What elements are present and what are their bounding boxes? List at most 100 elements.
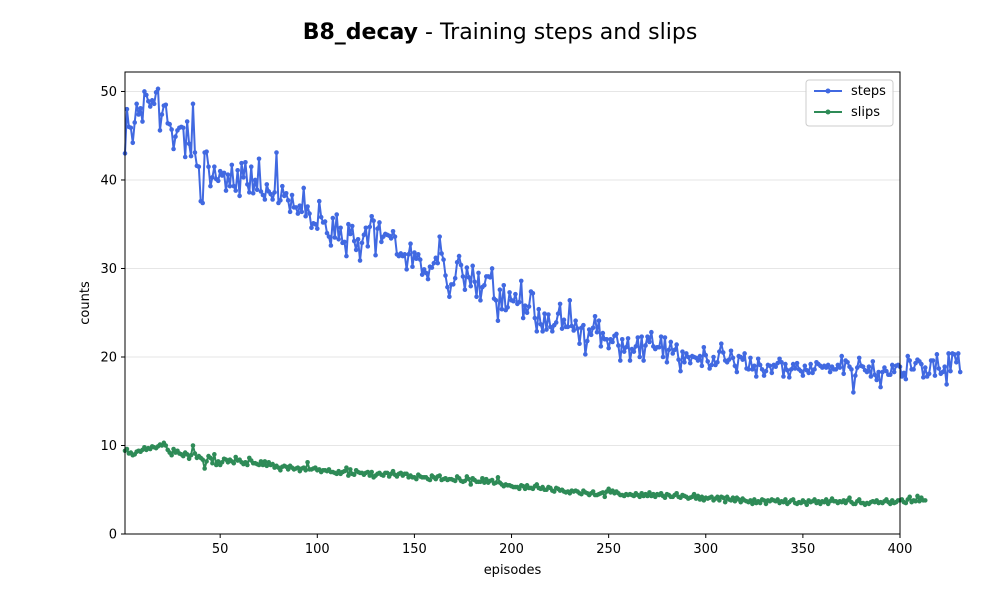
series-steps-point xyxy=(720,350,726,355)
series-steps-point xyxy=(682,360,687,365)
series-steps-point xyxy=(670,351,676,356)
y-tick-label: 40 xyxy=(100,173,117,188)
series-steps-point xyxy=(697,353,703,359)
series-steps-point xyxy=(619,336,625,342)
series-steps-point xyxy=(307,211,312,216)
series-steps-point xyxy=(668,339,674,345)
series-steps-point xyxy=(524,310,530,316)
legend-steps-label: steps xyxy=(851,84,886,99)
series-steps-point xyxy=(388,236,394,241)
series-steps-point xyxy=(594,329,600,335)
series-slips-point xyxy=(534,482,540,487)
series-slips-point xyxy=(903,500,909,506)
series-steps-point xyxy=(553,320,559,325)
series-steps-point xyxy=(565,324,571,330)
series-steps-point xyxy=(957,369,963,375)
series-slips-point xyxy=(285,467,291,472)
series-steps-point xyxy=(666,347,672,353)
series-steps-point xyxy=(254,187,260,193)
series-slips-point xyxy=(493,480,499,485)
series-slips-point xyxy=(305,460,310,465)
series-steps-point xyxy=(225,172,231,177)
series-slips-point xyxy=(695,493,701,499)
series-slips-point xyxy=(303,467,308,473)
series-steps-point xyxy=(239,160,244,166)
series-slips-point xyxy=(213,462,219,468)
series-steps-point xyxy=(901,370,907,376)
plot-frame xyxy=(124,71,901,535)
series-steps-point xyxy=(299,209,305,215)
series-slips-point xyxy=(208,455,213,461)
series-steps-point xyxy=(285,198,291,203)
series-steps-point xyxy=(406,252,411,257)
x-tick-label: 150 xyxy=(402,542,427,557)
series-steps-point xyxy=(351,238,357,244)
series-steps-point xyxy=(779,360,784,365)
series-steps-point xyxy=(243,159,248,165)
series-steps-point xyxy=(752,363,757,369)
series-steps-point xyxy=(530,290,536,296)
series-steps-point xyxy=(845,360,850,365)
series-slips-point xyxy=(190,443,196,448)
series-steps-point xyxy=(934,352,940,357)
series-steps-point xyxy=(695,358,701,363)
series-slips-point xyxy=(647,490,652,495)
series-slips-point xyxy=(260,462,266,468)
series-slips-point xyxy=(219,460,225,465)
series-steps-point xyxy=(330,215,336,221)
series-steps-point xyxy=(618,358,623,363)
series-steps-point xyxy=(499,306,505,312)
series-slips-point xyxy=(823,497,829,502)
series-steps-point xyxy=(445,284,450,290)
series-steps-point xyxy=(769,370,775,376)
series-steps-point xyxy=(250,190,256,196)
series-steps-point xyxy=(412,250,417,255)
series-steps-point xyxy=(421,267,427,272)
series-steps-point xyxy=(489,266,495,271)
legend-slips-label: slips xyxy=(851,105,880,120)
series-steps-point xyxy=(592,313,598,319)
legend-steps-marker xyxy=(825,88,831,94)
series-steps-point xyxy=(163,102,169,108)
x-axis-label: episodes xyxy=(484,563,542,578)
series-steps-point xyxy=(309,225,314,231)
series-steps-point xyxy=(247,190,252,195)
y-tick-label: 10 xyxy=(100,439,117,454)
series-steps-point xyxy=(687,360,693,366)
series-steps-point xyxy=(507,290,512,295)
series-slips-point xyxy=(551,489,557,494)
series-steps-point xyxy=(314,226,320,231)
series-slips-point xyxy=(188,452,194,458)
series-steps-point xyxy=(658,334,664,339)
series-steps-point xyxy=(361,232,367,238)
y-tick-label: 0 xyxy=(109,528,117,543)
series-steps-point xyxy=(474,294,479,300)
series-steps-point xyxy=(742,351,747,356)
x-tick-label: 50 xyxy=(212,542,229,557)
series-steps-point xyxy=(600,330,606,336)
series-steps-point xyxy=(870,359,876,364)
series-steps-point xyxy=(680,349,685,354)
series-steps-point xyxy=(513,291,518,297)
series-steps-point xyxy=(472,279,477,285)
series-steps-point xyxy=(124,106,130,112)
series-steps-point xyxy=(866,364,872,370)
series-steps-point xyxy=(561,317,567,323)
series-steps-point xyxy=(946,351,951,356)
series-steps-point xyxy=(812,367,817,372)
series-steps-point xyxy=(227,183,233,189)
series-steps-point xyxy=(781,374,786,379)
series-steps-point xyxy=(621,349,627,354)
series-slips-point xyxy=(390,468,396,474)
series-slips-point xyxy=(722,499,728,505)
series-steps-point xyxy=(627,358,633,363)
series-slips-point xyxy=(171,446,176,452)
series-steps-point xyxy=(633,344,639,349)
series-steps-point xyxy=(419,272,425,277)
x-tick-label: 200 xyxy=(499,542,524,557)
series-steps-point xyxy=(948,368,953,374)
series-steps-point xyxy=(911,367,916,372)
series-steps-point xyxy=(732,363,738,369)
series-steps-point xyxy=(334,212,340,217)
series-slips-point xyxy=(783,497,788,502)
